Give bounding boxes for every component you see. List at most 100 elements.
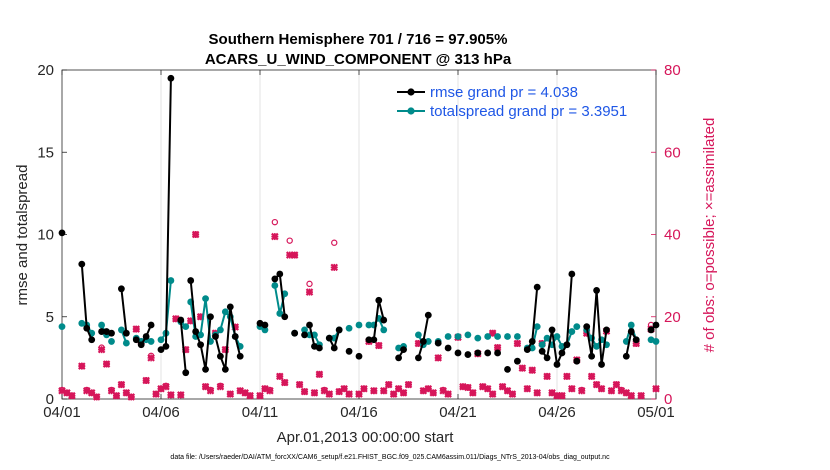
obs-assimilated-marker [637, 391, 645, 400]
rmse-point [593, 287, 600, 294]
obs-assimilated-marker [399, 389, 408, 397]
obs-assimilated-marker [488, 390, 497, 398]
obs-assimilated-marker [444, 390, 452, 398]
totalspread-point [593, 342, 600, 350]
totalspread-point [182, 323, 190, 331]
rmse-point [276, 270, 284, 278]
obs-assimilated-marker [607, 386, 616, 395]
legend-label-spread: totalspread grand pr = 3.3951 [430, 103, 627, 120]
totalspread-point [464, 331, 472, 339]
obs-assimilated-marker [389, 390, 398, 398]
totalspread-point [167, 277, 175, 284]
rmse-point [177, 316, 185, 324]
rmse-point [474, 349, 482, 357]
totalspread-point [98, 321, 105, 329]
obs-assimilated-marker [340, 384, 348, 393]
rmse-point [147, 321, 155, 329]
x-axis-label: Apr.01,2013 00:00:00 start [277, 429, 455, 446]
rmse-point [553, 361, 561, 368]
rmse-point [207, 313, 214, 321]
rmse-point [281, 313, 289, 321]
rmse-point [197, 341, 205, 349]
totalspread-point [202, 295, 209, 303]
obs-assimilated-marker [112, 391, 121, 400]
y-axis-label: rmse and totalspread [14, 165, 31, 306]
obs-assimilated-marker [597, 384, 606, 393]
obs-assimilated-marker [360, 384, 368, 393]
obs-possible-marker [331, 239, 338, 246]
obs-assimilated-marker [533, 389, 541, 397]
rmse-point [647, 326, 655, 334]
obs-assimilated-marker [142, 376, 150, 385]
x-tick-label: 04/01 [43, 404, 81, 421]
obs-assimilated-marker [92, 393, 101, 401]
rmse-point [573, 357, 581, 365]
obs-assimilated-marker [127, 393, 136, 401]
rmse-point [301, 331, 308, 339]
rmse-point [400, 346, 407, 354]
totalspread-point [147, 338, 155, 345]
rmse-point [375, 296, 383, 304]
rmse-point [528, 338, 536, 345]
rmse-point [494, 349, 501, 357]
rmse-point [538, 347, 546, 355]
obs-assimilated-marker [132, 325, 141, 333]
obs-assimilated-marker [612, 380, 621, 389]
rmse-point [632, 336, 640, 344]
totalspread-point [271, 282, 279, 289]
y-tick-label: 5 [46, 309, 54, 326]
axis-ticks: 04/01 04/06 04/11 04/16 04/21 04/26 05/0105101… [37, 62, 680, 421]
rmse-point [434, 339, 442, 347]
obs-assimilated-marker [152, 390, 160, 398]
rmse-point [325, 334, 333, 342]
x-tick-label: 04/16 [340, 404, 378, 421]
obs-assimilated-marker [469, 389, 477, 397]
rmse-point [306, 321, 313, 329]
rmse-line [120, 288, 128, 334]
rmse-point [444, 344, 452, 352]
totalspread-point [454, 333, 462, 340]
rmse-point [370, 336, 378, 344]
rmse-point [335, 326, 343, 334]
totalspread-point [652, 338, 660, 345]
obs-assimilated-marker [162, 382, 170, 391]
rmse-point [231, 333, 239, 340]
totalspread-point [444, 333, 452, 340]
obs-assimilated-marker [558, 391, 566, 400]
x-tick-label: 04/06 [142, 404, 180, 421]
rmse-point [454, 349, 462, 357]
y-right-tick-label: 40 [664, 227, 681, 244]
obs-assimilated-marker [206, 386, 215, 395]
obs-assimilated-marker [568, 384, 576, 393]
rmse-point [236, 352, 244, 360]
obs-assimilated-marker [216, 382, 225, 391]
rmse-point [83, 324, 91, 332]
obs-assimilated-marker [305, 288, 314, 296]
rmse-point [192, 328, 200, 335]
obs-assimilated-marker [523, 384, 532, 393]
obs-assimilated-marker [627, 391, 636, 400]
obs-assimilated-marker [167, 391, 175, 399]
obs-assimilated-marker [310, 389, 319, 397]
y-right-tick-label: 20 [664, 309, 681, 326]
totalspread-point [301, 326, 308, 334]
rmse-point [221, 365, 229, 373]
legend-marker-rmse [407, 88, 415, 96]
obs-assimilated-marker [256, 391, 264, 400]
rmse-point [122, 329, 130, 337]
obs-assimilated-marker [300, 387, 309, 396]
obs-assimilated-marker [315, 370, 324, 379]
x-tick-label: 04/11 [242, 404, 278, 421]
rmse-point [424, 311, 432, 319]
rmse-point [78, 260, 86, 268]
totalspread-point [122, 339, 130, 347]
totalspread-point [58, 323, 66, 331]
totalspread-point [345, 324, 353, 332]
obs-assimilated-marker [330, 263, 339, 272]
obs-assimilated-marker [280, 378, 289, 387]
totalspread-point [573, 323, 581, 331]
rmse-point [355, 352, 363, 360]
obs-assimilated-marker [276, 372, 284, 381]
obs-possible-marker [306, 280, 313, 288]
